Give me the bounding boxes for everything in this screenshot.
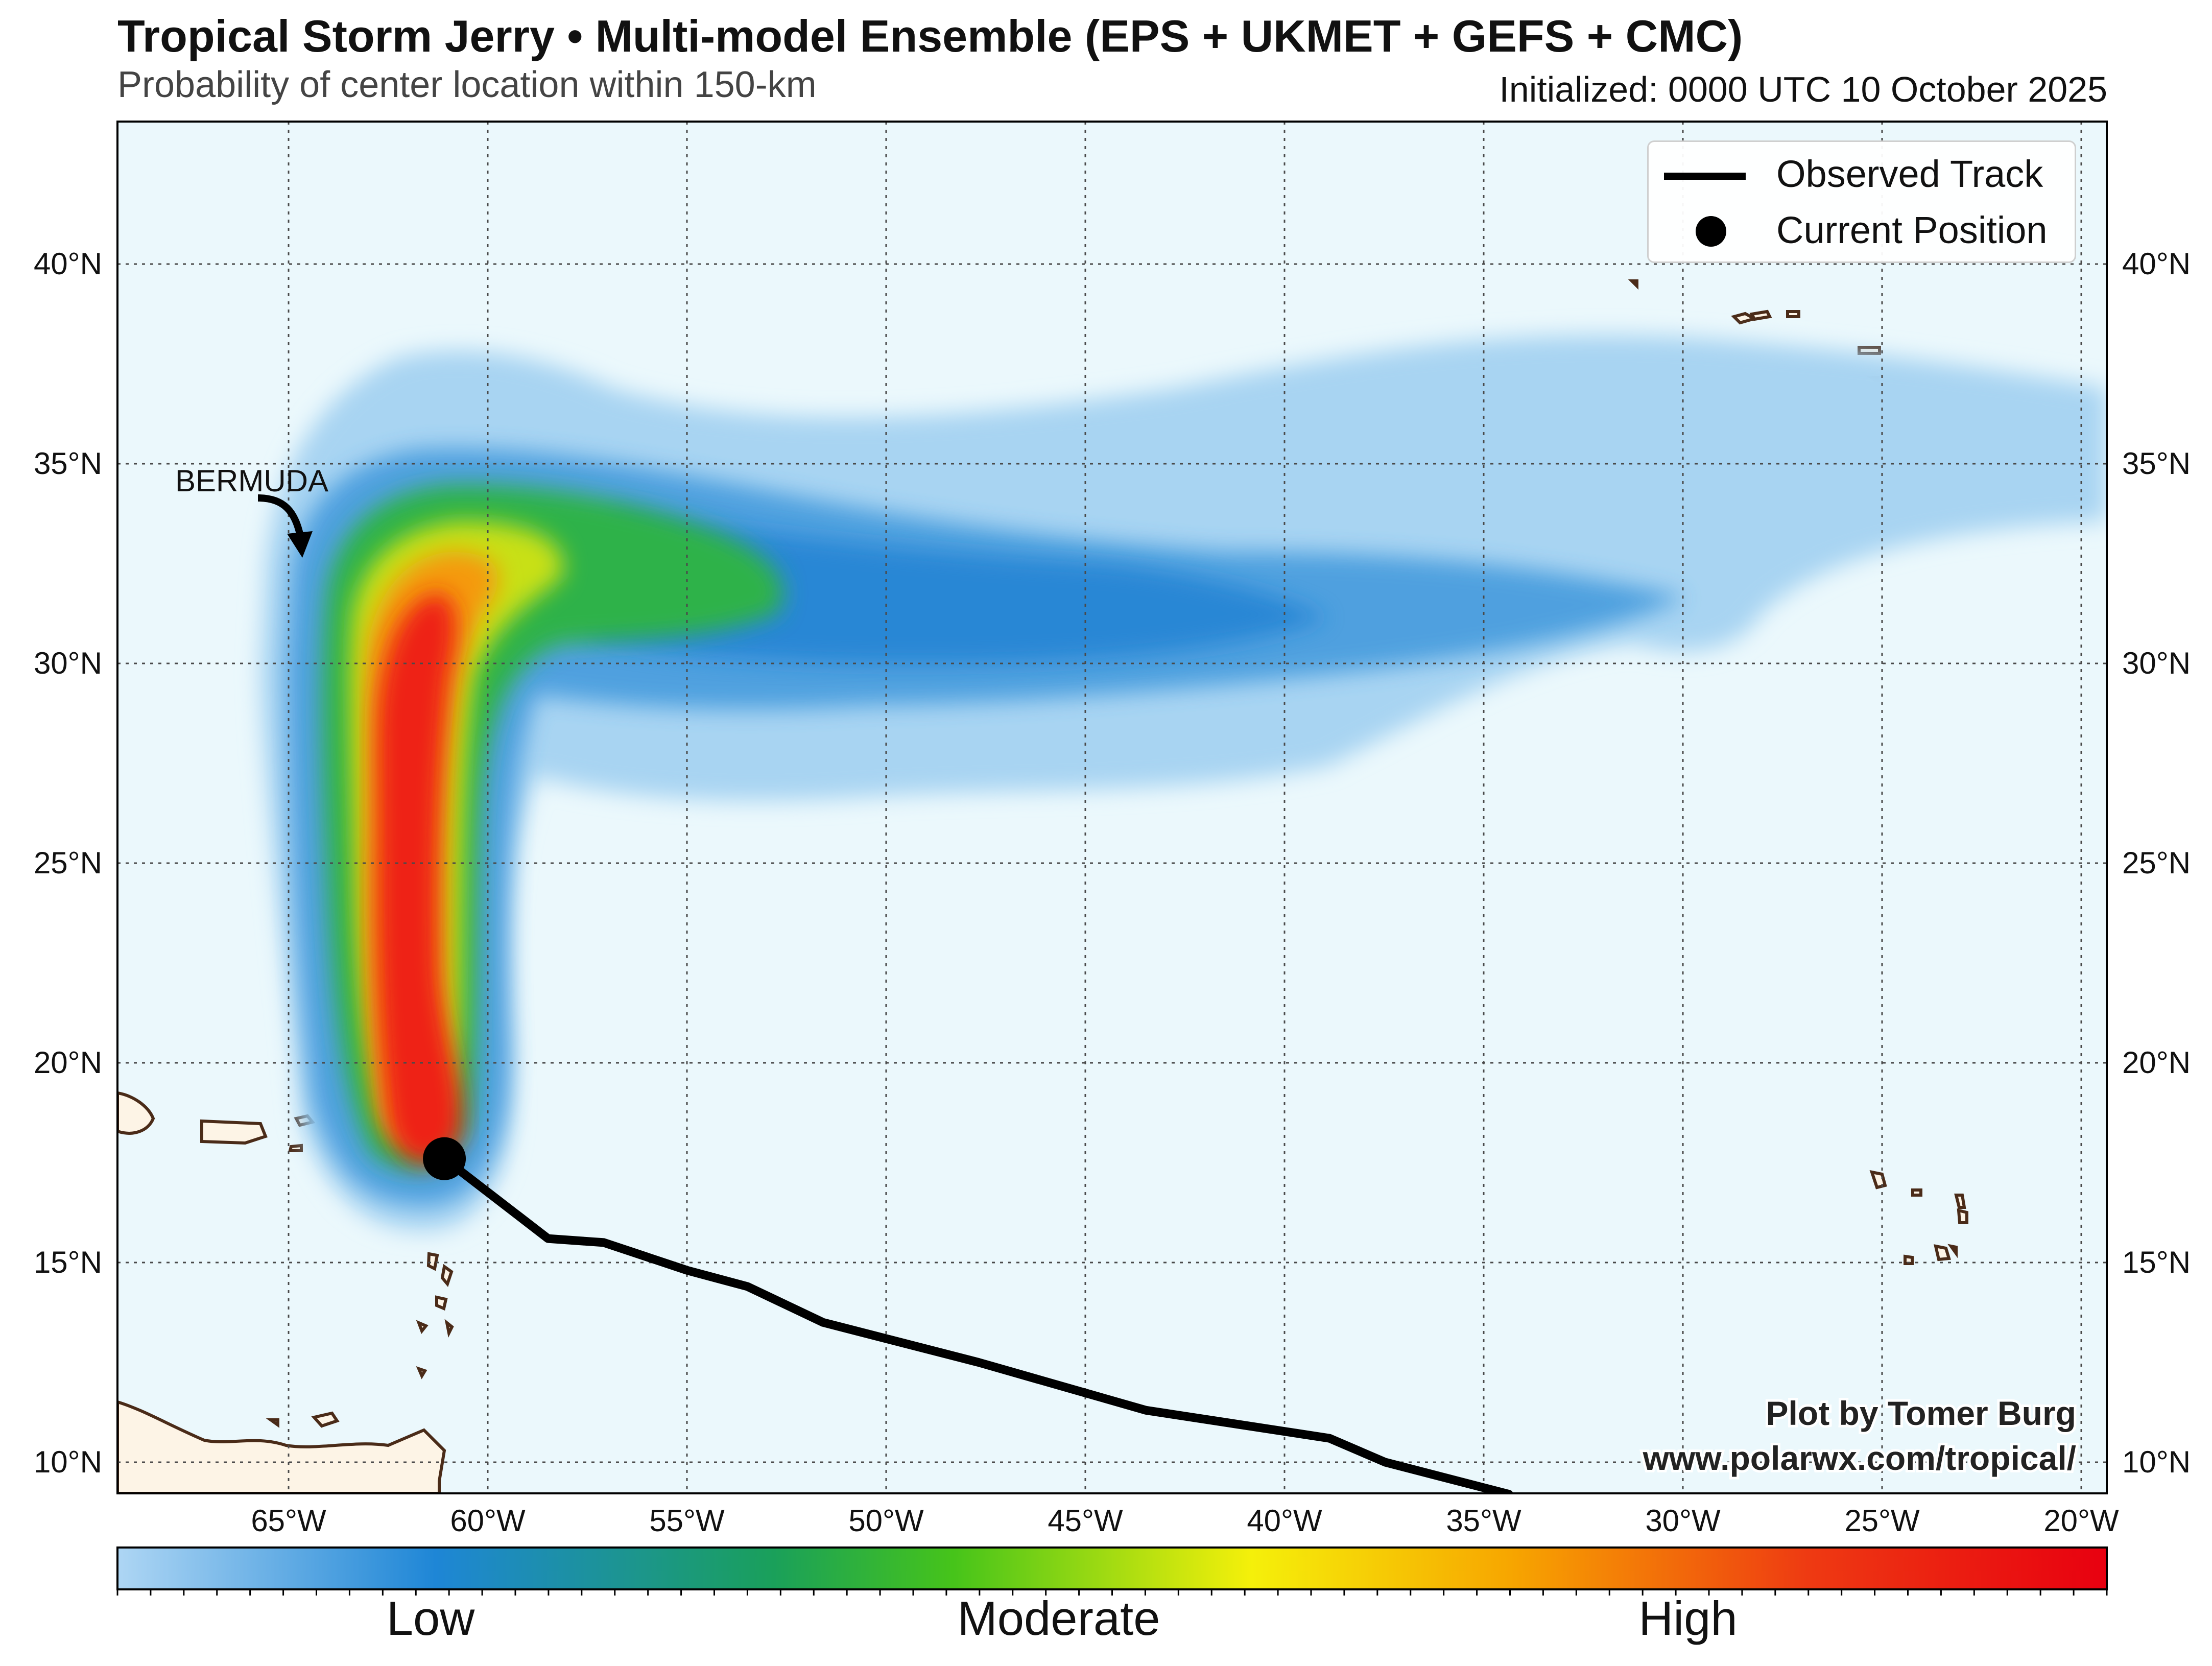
initialized-time: Initialized: 0000 UTC 10 October 2025 [1499,69,2107,109]
lon-label: 40°W [1247,1504,1322,1538]
lat-label: 10°N [34,1445,102,1479]
colorbar-label-low: Low [386,1591,475,1645]
probability-plume [260,335,2107,1231]
chart-subtitle: Probability of center location within 15… [117,64,817,105]
lat-label: 20°N [34,1045,102,1080]
lon-label: 25°W [1844,1504,1920,1538]
lat-label: 10°N [2122,1445,2191,1479]
land-masses [117,279,1968,1493]
lat-label: 40°N [2122,247,2191,281]
lon-label: 45°W [1048,1504,1123,1538]
colorbar-label-moderate: Moderate [957,1591,1160,1645]
lon-label: 30°W [1645,1504,1721,1538]
lat-label: 25°N [2122,846,2191,880]
credit-author: Plot by Tomer Burg [1766,1394,2076,1432]
map-frame [116,121,2108,1494]
current-position-marker [423,1137,466,1180]
colorbar-label-high: High [1638,1591,1738,1645]
lon-label: 60°W [450,1504,526,1538]
lat-label: 25°N [34,846,102,880]
legend-label-track: Observed Track [1776,153,2043,195]
credit-url: www.polarwx.com/tropical/ [1643,1439,2076,1477]
position-dot-swatch [1696,216,1726,247]
colorbar-ticks [116,1589,2108,1596]
lat-label: 15°N [34,1245,102,1279]
lat-label: 15°N [2122,1245,2191,1279]
lon-label: 20°W [2043,1504,2119,1538]
legend-item-track: Observed Track [1649,147,2075,203]
lat-labels-right: 10°N 15°N 20°N 25°N 30°N 35°N 40°N [2122,247,2191,1479]
bermuda-arrow [257,494,305,542]
observed-track-line [440,1154,1513,1493]
lat-label: 30°N [2122,646,2191,680]
lon-label: 65°W [251,1504,326,1538]
lon-label: 55°W [649,1504,725,1538]
lat-labels-left: 10°N 15°N 20°N 25°N 30°N 35°N 40°N [34,247,102,1479]
lat-label: 35°N [2122,446,2191,481]
bermuda-label: BERMUDA [175,464,328,498]
lon-labels: 65°W 60°W 55°W 50°W 45°W 40°W 35°W 30°W … [251,1504,2119,1538]
lat-label: 20°N [2122,1045,2191,1080]
legend-item-position: Current Position [1649,203,2075,259]
chart-title: Tropical Storm Jerry • Multi-model Ensem… [117,11,1743,61]
lat-label: 30°N [34,646,102,680]
lon-label: 50°W [848,1504,924,1538]
bermuda-arrow-head [287,531,313,558]
legend: Observed Track Current Position [1647,140,2076,263]
lat-label: 35°N [34,446,102,481]
legend-label-position: Current Position [1776,209,2048,251]
lat-label: 40°N [34,247,102,281]
lon-label: 35°W [1446,1504,1521,1538]
track-line-swatch [1664,173,1746,180]
colorbar [116,1546,2108,1590]
